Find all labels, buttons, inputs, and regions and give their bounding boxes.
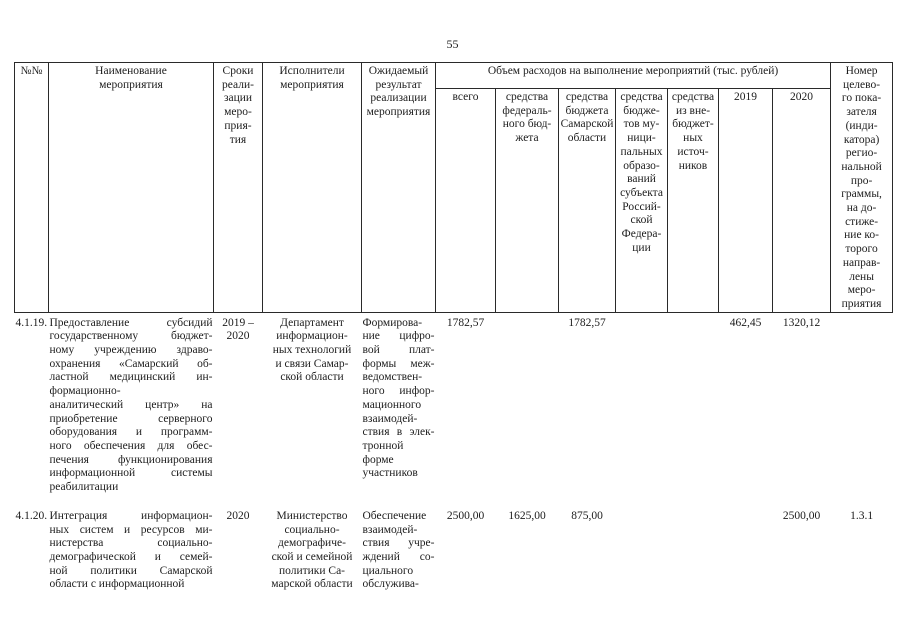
row-indicator-cell: [831, 312, 893, 506]
col-header-federal: средства федераль- ного бюд- жета: [495, 88, 559, 313]
row-executors-cell: Министерство социально- демографиче- ско…: [271, 509, 353, 591]
row-period-cell: 2019 – 2020: [222, 316, 254, 343]
table-body: 4.1.19. Предоставление субсидий государст…: [15, 312, 893, 592]
row-number-cell: 4.1.19.: [15, 316, 48, 329]
table-row-4-1-20: 4.1.20. Интеграция информацион-ных систе…: [15, 506, 893, 592]
row-executors-cell: Департамент информацион- ных технологий …: [272, 316, 352, 384]
header-row-sub: всего средства федераль- ного бюд- жета …: [15, 88, 893, 313]
col-header-regional: средства бюджета Самарской области: [558, 88, 616, 313]
row-municipal-cell: [616, 506, 668, 592]
row-name-cell: Интеграция информацион-ных систем и ресу…: [49, 509, 213, 591]
row-2020-cell: 1320,12: [782, 316, 821, 329]
col-header-executors: Исполнители мероприятия: [262, 62, 362, 313]
row-2019-cell: 462,45: [729, 316, 762, 329]
col-header-extrabudget: средства из вне- бюджет- ных источ- нико…: [667, 88, 719, 313]
row-2019-cell: [719, 506, 773, 592]
row-2020-cell: 2500,00: [782, 509, 821, 522]
col-header-2019: 2019: [718, 88, 773, 313]
row-total-cell: 2500,00: [446, 509, 485, 522]
row-regional-cell: 1782,57: [568, 316, 606, 329]
row-result-cell: Обеспечение взаимодей-ствия учре-ждений с…: [362, 509, 435, 591]
row-extrabudget-cell: [668, 506, 719, 592]
row-federal-cell: 1625,00: [508, 509, 546, 522]
row-result-cell: Формирова-ние цифро-вой плат-формы меж-в…: [362, 316, 435, 480]
col-header-number: №№: [14, 62, 49, 313]
col-header-indicator: Номер целево- го пока- зателя (инди- кат…: [830, 62, 894, 313]
table-header: №№ Наименование мероприятия Сроки реали-…: [14, 62, 894, 313]
table-row-4-1-19: 4.1.19. Предоставление субсидий государст…: [15, 312, 893, 506]
col-header-name: Наименование мероприятия: [48, 62, 214, 313]
row-regional-cell: 875,00: [571, 509, 603, 522]
row-period-cell: 2020: [226, 509, 250, 522]
header-row-top: №№ Наименование мероприятия Сроки реали-…: [14, 62, 894, 313]
row-total-cell: 1782,57: [446, 316, 485, 329]
row-indicator-cell: 1.3.1: [850, 509, 874, 522]
col-header-2020: 2020: [771, 88, 832, 313]
col-header-expenses-group: Объем расходов на выполнение мероприятий…: [434, 62, 832, 89]
col-header-municipal: средства бюдже- тов му- ници- пальных об…: [615, 88, 668, 313]
row-name-cell: Предоставление субсидий государственному …: [49, 316, 213, 494]
col-header-period: Сроки реали- зации меро- прия- тия: [213, 62, 263, 313]
expenses-table: №№ Наименование мероприятия Сроки реали-…: [14, 62, 894, 592]
col-header-result: Ожидаемый результат реализации мероприят…: [361, 62, 436, 313]
row-municipal-cell: [616, 312, 668, 506]
page-number: 55: [446, 37, 459, 51]
col-header-total: всего: [435, 88, 496, 313]
row-extrabudget-cell: [668, 312, 719, 506]
row-federal-cell: [496, 312, 559, 506]
row-number-cell: 4.1.20.: [15, 509, 48, 522]
